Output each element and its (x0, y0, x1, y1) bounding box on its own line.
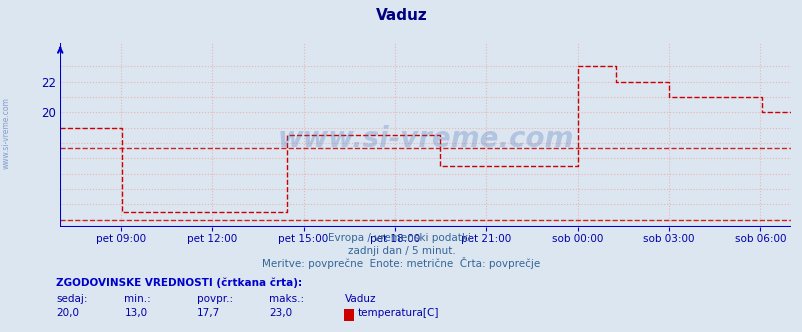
Text: www.si-vreme.com: www.si-vreme.com (2, 97, 11, 169)
Text: Vaduz: Vaduz (375, 8, 427, 23)
Text: povpr.:: povpr.: (196, 294, 233, 304)
Text: 13,0: 13,0 (124, 308, 148, 318)
Text: maks.:: maks.: (269, 294, 304, 304)
Text: temperatura[C]: temperatura[C] (357, 308, 438, 318)
Text: Evropa / vremenski podatki.: Evropa / vremenski podatki. (328, 233, 474, 243)
Text: 23,0: 23,0 (269, 308, 292, 318)
Text: Meritve: povprečne  Enote: metrične  Črta: povprečje: Meritve: povprečne Enote: metrične Črta:… (262, 257, 540, 269)
Text: www.si-vreme.com: www.si-vreme.com (277, 125, 573, 153)
Text: Vaduz: Vaduz (345, 294, 376, 304)
Text: ZGODOVINSKE VREDNOSTI (črtkana črta):: ZGODOVINSKE VREDNOSTI (črtkana črta): (56, 277, 302, 288)
Text: min.:: min.: (124, 294, 151, 304)
Text: zadnji dan / 5 minut.: zadnji dan / 5 minut. (347, 246, 455, 256)
Text: sedaj:: sedaj: (56, 294, 87, 304)
Text: 20,0: 20,0 (56, 308, 79, 318)
Text: 17,7: 17,7 (196, 308, 220, 318)
